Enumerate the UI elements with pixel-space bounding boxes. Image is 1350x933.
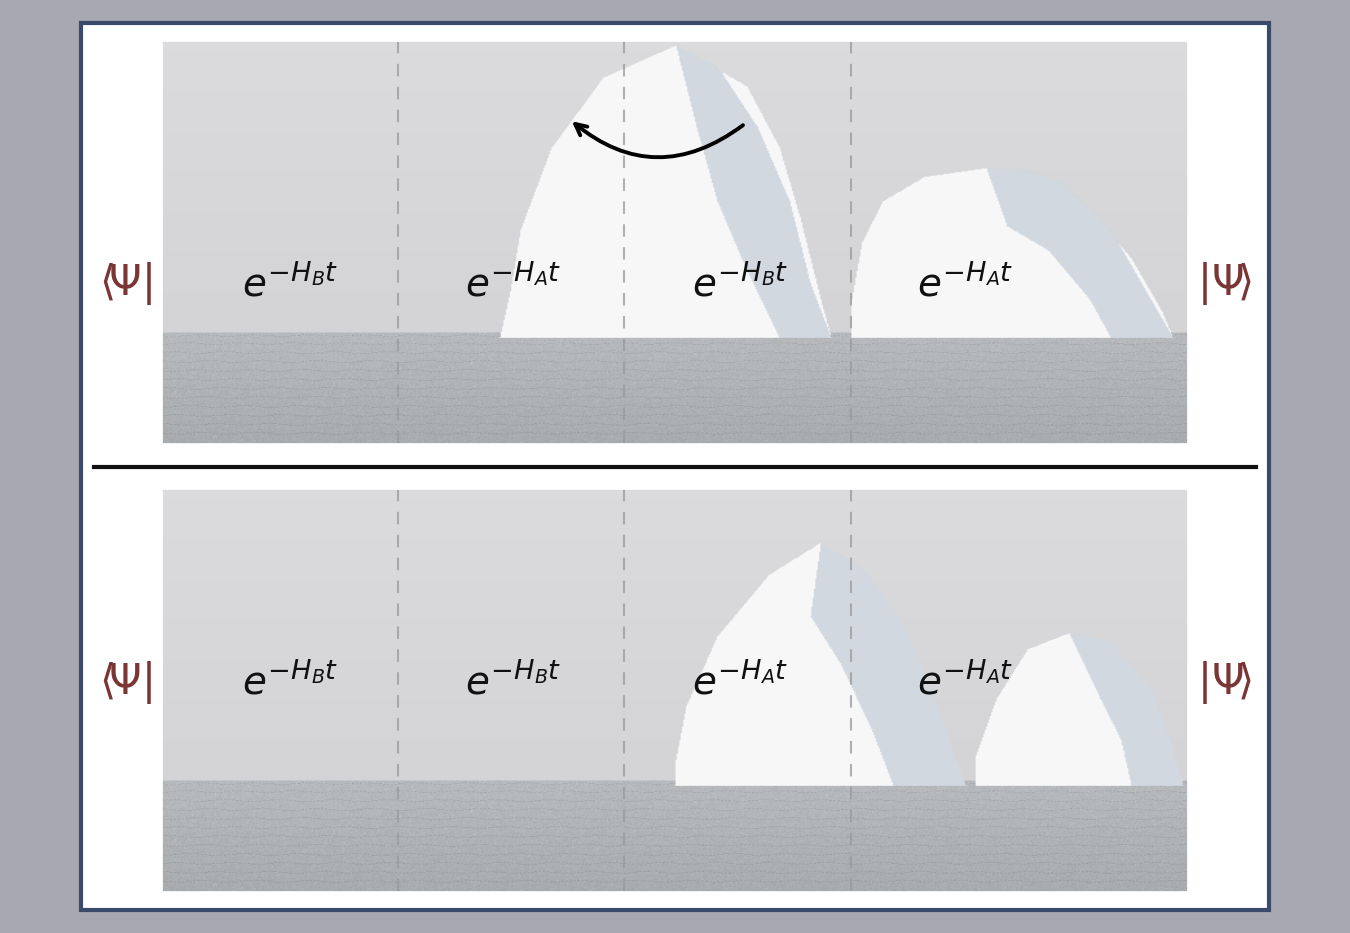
Text: $e^{-H_{A}t}$: $e^{-H_{A}t}$: [917, 264, 1014, 303]
Text: $e^{-H_{A}t}$: $e^{-H_{A}t}$: [464, 264, 562, 303]
Text: $\langle\!\Psi|$: $\langle\!\Psi|$: [99, 659, 153, 705]
Text: $e^{-H_{A}t}$: $e^{-H_{A}t}$: [917, 662, 1014, 702]
Text: $e^{-H_{A}t}$: $e^{-H_{A}t}$: [691, 662, 788, 702]
Text: $|\Psi\!\rangle$: $|\Psi\!\rangle$: [1197, 659, 1251, 705]
Bar: [158, 485, 1192, 896]
Text: $|\Psi\!\rangle$: $|\Psi\!\rangle$: [1197, 260, 1251, 307]
Text: $e^{-H_{B}t}$: $e^{-H_{B}t}$: [242, 662, 339, 702]
Bar: [81, 23, 1269, 910]
Text: $e^{-H_{B}t}$: $e^{-H_{B}t}$: [691, 264, 788, 303]
Bar: [158, 37, 1192, 448]
Text: $\langle\!\Psi|$: $\langle\!\Psi|$: [99, 260, 153, 307]
Text: $e^{-H_{B}t}$: $e^{-H_{B}t}$: [242, 264, 339, 303]
Text: $e^{-H_{B}t}$: $e^{-H_{B}t}$: [464, 662, 562, 702]
